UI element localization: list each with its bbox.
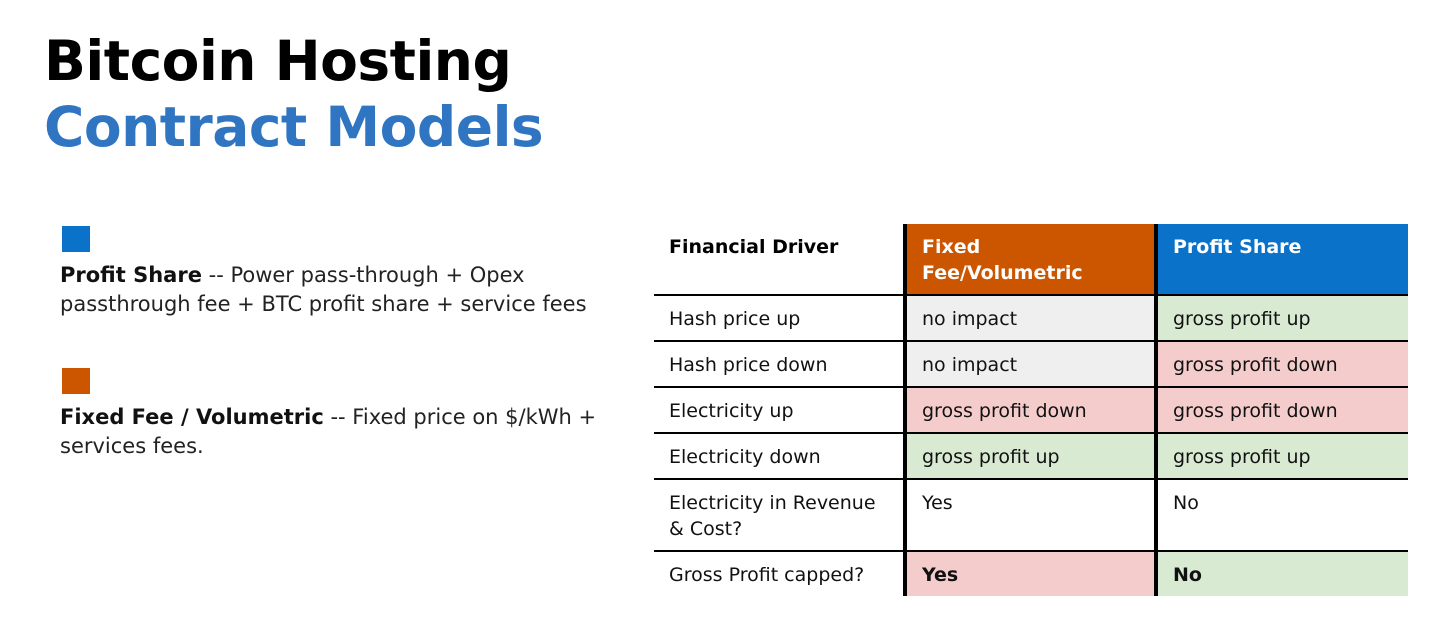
profit-share-cell: gross profit down (1154, 341, 1408, 388)
page-title: Bitcoin Hosting Contract Models (44, 28, 544, 160)
fixed-fee-detail: -- Fixed price on $/kWh + services fees. (60, 405, 597, 458)
table-row: Electricity in Revenue & Cost? Yes No (654, 479, 1408, 552)
profit-share-detail: -- Power pass-through + Opex passthrough… (60, 263, 587, 316)
fixed-fee-name: Fixed Fee / Volumetric (60, 405, 324, 429)
driver-cell: Electricity in Revenue & Cost? (654, 479, 905, 552)
profit-share-swatch (62, 226, 90, 252)
profit-share-cell: No (1154, 551, 1408, 596)
table-row: Gross Profit capped? Yes No (654, 551, 1408, 596)
profit-share-description: Profit Share -- Power pass-through + Ope… (60, 261, 620, 319)
table-row: Hash price up no impact gross profit up (654, 295, 1408, 342)
profit-share-cell: gross profit up (1154, 295, 1408, 342)
title-line-1: Bitcoin Hosting (44, 29, 512, 93)
legend-fixed-fee: Fixed Fee / Volumetric -- Fixed price on… (60, 368, 620, 461)
header-profit-share: Profit Share (1154, 224, 1408, 296)
table-header-row: Financial Driver Fixed Fee/Volumetric Pr… (654, 224, 1408, 296)
financial-driver-table: Financial Driver Fixed Fee/Volumetric Pr… (654, 224, 1408, 596)
driver-cell: Electricity down (654, 433, 905, 480)
fixed-fee-description: Fixed Fee / Volumetric -- Fixed price on… (60, 403, 620, 461)
legend-profit-share: Profit Share -- Power pass-through + Ope… (60, 226, 620, 319)
profit-share-cell: gross profit up (1154, 433, 1408, 480)
table-row: Hash price down no impact gross profit d… (654, 341, 1408, 388)
profit-share-name: Profit Share (60, 263, 202, 287)
table-row: Electricity down gross profit up gross p… (654, 433, 1408, 480)
driver-cell: Hash price down (654, 341, 905, 388)
driver-cell: Electricity up (654, 387, 905, 434)
fixed-fee-cell: no impact (903, 295, 1156, 342)
profit-share-cell: gross profit down (1154, 387, 1408, 434)
fixed-fee-cell: gross profit up (903, 433, 1156, 480)
fixed-fee-cell: no impact (903, 341, 1156, 388)
fixed-fee-cell: Yes (903, 479, 1156, 552)
driver-cell: Gross Profit capped? (654, 551, 905, 596)
fixed-fee-cell: Yes (903, 551, 1156, 596)
header-financial-driver: Financial Driver (654, 224, 905, 296)
table-row: Electricity up gross profit down gross p… (654, 387, 1408, 434)
header-fixed-fee: Fixed Fee/Volumetric (903, 224, 1156, 296)
fixed-fee-swatch (62, 368, 90, 394)
fixed-fee-cell: gross profit down (903, 387, 1156, 434)
title-line-2: Contract Models (44, 95, 544, 159)
driver-cell: Hash price up (654, 295, 905, 342)
profit-share-cell: No (1154, 479, 1408, 552)
